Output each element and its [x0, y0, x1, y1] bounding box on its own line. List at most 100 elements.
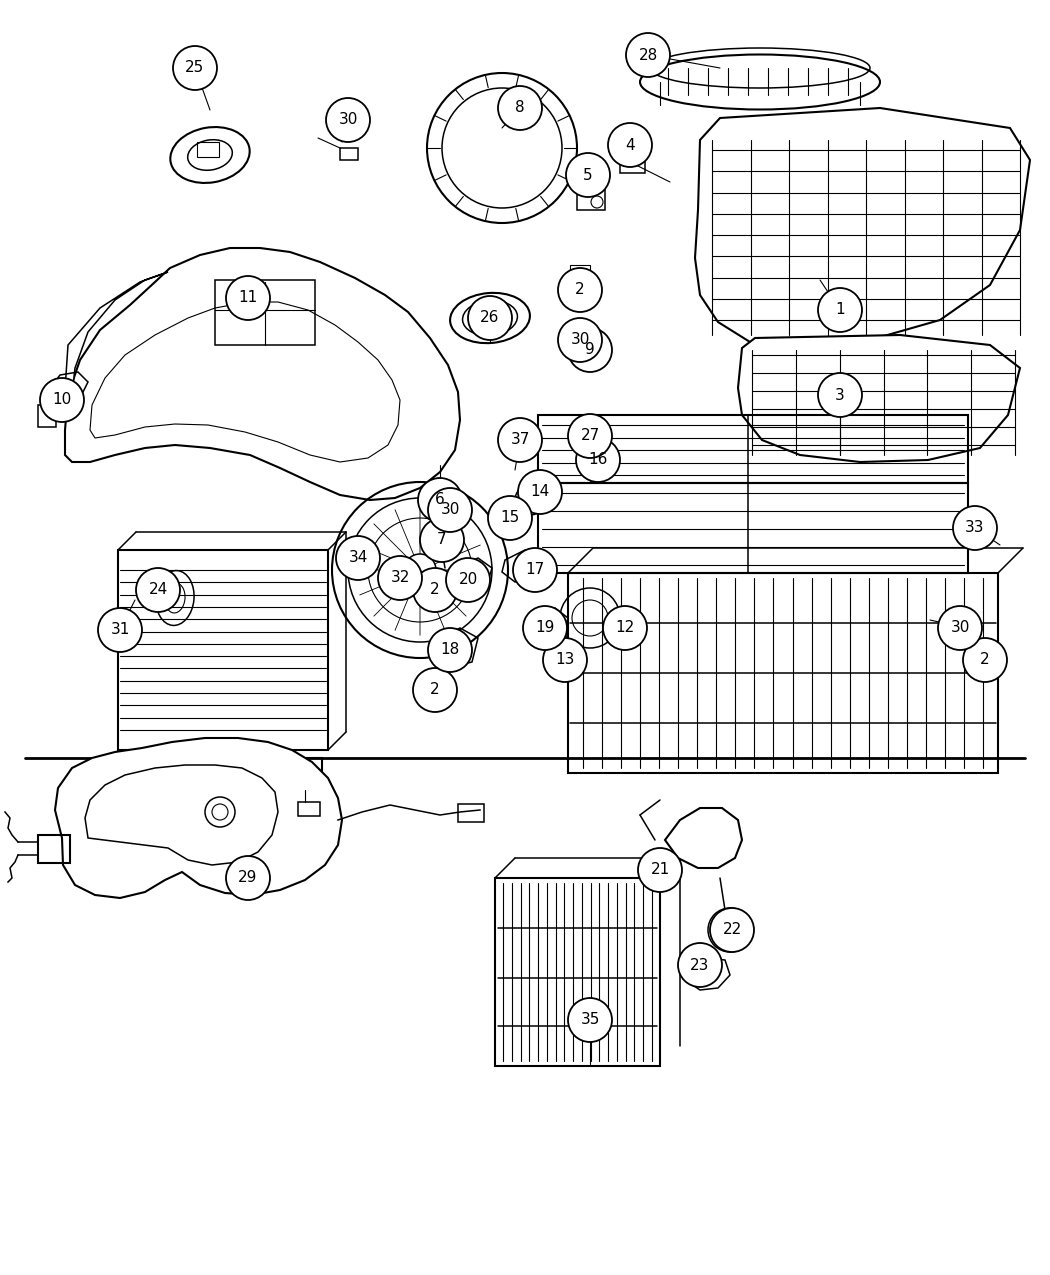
Text: 3: 3: [835, 388, 845, 403]
Text: 2: 2: [430, 583, 440, 598]
Bar: [388, 565, 412, 580]
Circle shape: [710, 908, 754, 952]
Polygon shape: [65, 272, 168, 395]
Circle shape: [576, 439, 620, 482]
Text: 30: 30: [570, 333, 590, 348]
Polygon shape: [665, 808, 742, 868]
Text: 30: 30: [440, 502, 460, 518]
Bar: [952, 618, 976, 636]
Circle shape: [420, 518, 464, 562]
Circle shape: [428, 488, 472, 532]
Circle shape: [543, 638, 587, 682]
Circle shape: [638, 848, 682, 892]
Polygon shape: [695, 108, 1030, 348]
Polygon shape: [85, 765, 278, 864]
Polygon shape: [738, 335, 1020, 462]
Circle shape: [404, 555, 436, 586]
Text: 20: 20: [459, 572, 478, 588]
Bar: [430, 682, 448, 696]
Text: 37: 37: [510, 432, 529, 448]
Circle shape: [818, 374, 862, 417]
Bar: [568, 572, 998, 773]
Circle shape: [608, 122, 652, 167]
Text: 5: 5: [583, 167, 593, 182]
Circle shape: [336, 536, 380, 580]
Circle shape: [378, 556, 422, 601]
Text: 17: 17: [525, 562, 545, 578]
Text: 12: 12: [615, 621, 634, 635]
Text: 31: 31: [110, 622, 130, 638]
Circle shape: [566, 153, 610, 198]
Bar: [215, 280, 315, 346]
Text: 15: 15: [501, 510, 520, 525]
Circle shape: [446, 558, 490, 602]
Text: 16: 16: [588, 453, 608, 468]
Circle shape: [40, 377, 84, 422]
Text: 1: 1: [835, 302, 845, 317]
Bar: [340, 148, 358, 159]
Text: 2: 2: [981, 653, 990, 668]
Circle shape: [468, 296, 512, 340]
Bar: [430, 580, 450, 595]
Circle shape: [558, 268, 602, 312]
Text: 10: 10: [52, 393, 71, 408]
Circle shape: [513, 548, 557, 592]
Text: 21: 21: [650, 862, 670, 877]
Bar: [538, 414, 968, 483]
Text: 8: 8: [516, 101, 525, 116]
Bar: [578, 187, 605, 210]
Text: 24: 24: [148, 583, 168, 598]
Circle shape: [568, 328, 612, 372]
Text: 14: 14: [530, 484, 549, 500]
Text: 25: 25: [186, 60, 205, 75]
Polygon shape: [90, 302, 400, 462]
Bar: [583, 179, 601, 190]
Text: 4: 4: [625, 138, 635, 153]
Circle shape: [488, 496, 532, 541]
Circle shape: [226, 275, 270, 320]
Circle shape: [568, 998, 612, 1042]
Bar: [565, 278, 595, 300]
Text: 9: 9: [585, 343, 595, 357]
Circle shape: [938, 606, 982, 650]
Circle shape: [558, 317, 602, 362]
Circle shape: [428, 629, 472, 672]
Circle shape: [226, 856, 270, 900]
Bar: [197, 142, 219, 157]
Bar: [298, 802, 320, 816]
Text: 35: 35: [581, 1012, 600, 1028]
Bar: [538, 483, 968, 572]
Text: 33: 33: [965, 520, 985, 536]
Text: 34: 34: [349, 551, 368, 566]
Circle shape: [523, 606, 567, 650]
Circle shape: [678, 944, 722, 987]
Text: 26: 26: [480, 311, 500, 325]
Text: 23: 23: [690, 958, 710, 973]
Circle shape: [173, 46, 217, 91]
Circle shape: [818, 288, 862, 332]
Text: 2: 2: [430, 682, 440, 697]
Text: 18: 18: [440, 643, 460, 658]
Bar: [430, 680, 450, 695]
Polygon shape: [685, 958, 730, 989]
Circle shape: [498, 418, 542, 462]
Circle shape: [326, 98, 370, 142]
Text: 30: 30: [338, 112, 358, 128]
Text: 7: 7: [437, 533, 447, 547]
Circle shape: [518, 470, 562, 514]
Polygon shape: [65, 249, 460, 500]
Bar: [38, 405, 56, 427]
Text: 6: 6: [435, 492, 445, 507]
Text: 28: 28: [638, 47, 657, 62]
Text: 2: 2: [575, 283, 585, 297]
Text: 22: 22: [722, 923, 741, 937]
Circle shape: [568, 414, 612, 458]
Bar: [118, 550, 328, 750]
Text: 13: 13: [555, 653, 574, 668]
Bar: [38, 835, 70, 863]
Text: 30: 30: [950, 621, 970, 635]
Circle shape: [603, 606, 647, 650]
Circle shape: [626, 33, 670, 76]
Text: 32: 32: [391, 570, 410, 585]
Circle shape: [136, 567, 180, 612]
